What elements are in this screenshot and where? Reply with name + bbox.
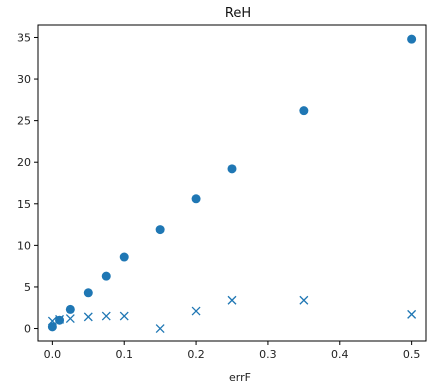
x-tick-label: 0.1 xyxy=(115,348,133,361)
chart-title: ReH xyxy=(225,6,251,21)
circle-point xyxy=(119,252,129,262)
circle-point xyxy=(299,106,309,116)
y-tick-label: 20 xyxy=(17,156,31,169)
y-tick-label: 30 xyxy=(17,73,31,86)
circle-point xyxy=(101,271,111,281)
y-tick-label: 15 xyxy=(17,198,31,211)
x-marker-point xyxy=(407,309,417,319)
x-marker-point xyxy=(227,295,237,305)
circle-point xyxy=(65,304,75,314)
x-tick-label: 0.3 xyxy=(259,348,277,361)
x-marker-point xyxy=(119,311,129,321)
plot-area-frame xyxy=(37,24,427,342)
x-axis: 0.0 0.1 0.2 0.3 0.4 0.5 xyxy=(44,341,421,361)
x-tick-label: 0.4 xyxy=(331,348,349,361)
y-tick-label: 35 xyxy=(17,31,31,44)
x-marker-point xyxy=(191,306,201,316)
circle-point xyxy=(155,225,165,235)
series-layer xyxy=(47,34,417,333)
circle-point xyxy=(83,288,93,298)
x-marker-point xyxy=(299,295,309,305)
x-marker-point xyxy=(65,314,75,324)
x-axis-label: errF xyxy=(229,371,251,384)
x-tick-label: 0.5 xyxy=(403,348,421,361)
y-tick-label: 0 xyxy=(24,323,31,336)
y-tick-label: 25 xyxy=(17,115,31,128)
circle-point xyxy=(191,194,201,204)
x-marker-point xyxy=(55,314,65,324)
y-axis: 0 5 10 15 20 25 30 35 xyxy=(17,31,38,336)
x-marker-point xyxy=(101,311,111,321)
y-tick-label: 10 xyxy=(17,239,31,252)
x-marker-point xyxy=(83,312,93,322)
x-tick-label: 0.0 xyxy=(44,348,62,361)
circle-point xyxy=(47,322,57,332)
x-tick-label: 0.2 xyxy=(187,348,205,361)
x-marker-point xyxy=(47,316,57,326)
circle-point xyxy=(407,34,417,44)
y-tick-label: 5 xyxy=(24,281,31,294)
x-marker-point xyxy=(155,324,165,333)
circle-point xyxy=(227,164,237,174)
